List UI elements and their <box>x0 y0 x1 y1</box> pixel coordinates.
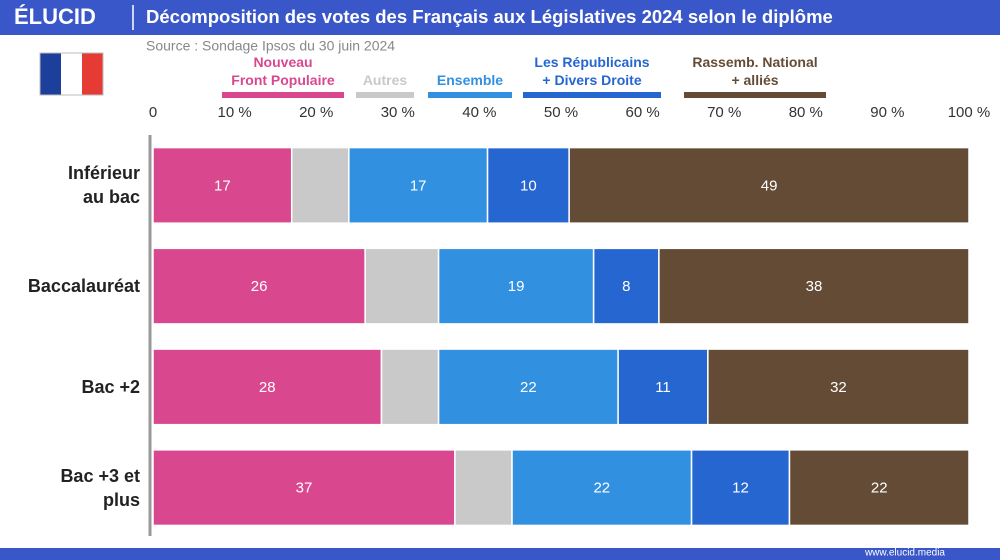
value-label: 22 <box>593 480 610 497</box>
legend-label: Les Républicains + Divers Droite <box>534 54 650 88</box>
legend-swatch <box>222 92 344 98</box>
footer-url: www.elucid.media <box>864 548 945 559</box>
value-label: 22 <box>520 379 537 396</box>
x-tick-label: 10 % <box>217 104 251 121</box>
flag <box>39 52 104 96</box>
x-tick-label: 60 % <box>625 104 659 121</box>
legend-label: Nouveau Front Populaire <box>231 54 335 88</box>
bar-segment <box>486 146 570 224</box>
value-label: 49 <box>761 177 778 194</box>
bar-segment <box>152 146 293 224</box>
x-tick-label: 100 % <box>948 104 991 121</box>
value-label: 17 <box>410 177 427 194</box>
x-tick-label: 70 % <box>707 104 741 121</box>
bar-segment <box>511 449 693 527</box>
value-label: 37 <box>296 480 313 497</box>
legend-label: Ensemble <box>436 72 504 88</box>
value-label: 19 <box>508 278 525 295</box>
value-label: 28 <box>259 379 276 396</box>
bar-segment <box>658 247 970 325</box>
legend-swatch <box>356 92 414 98</box>
bar-segment <box>437 247 595 325</box>
y-tick-label: Inférieur au bac <box>67 163 140 208</box>
flag-white <box>61 53 82 95</box>
legend-label: Rassemb. National + alliés <box>692 54 818 88</box>
value-label: 38 <box>806 278 823 295</box>
chart-subtitle: Source : Sondage Ipsos du 30 juin 2024 <box>146 38 395 54</box>
value-label: 17 <box>214 177 231 194</box>
bar-segment <box>788 449 970 527</box>
x-tick-label: 20 % <box>299 104 333 121</box>
legend-swatch <box>684 92 826 98</box>
x-tick-label: 80 % <box>789 104 823 121</box>
flag-blue <box>40 53 61 95</box>
bar-segment <box>454 449 513 527</box>
bar-segment <box>437 348 619 426</box>
value-label: 8 <box>622 278 630 295</box>
x-tick-label: 30 % <box>381 104 415 121</box>
bar-segment <box>152 348 383 426</box>
bar-segment <box>380 348 440 426</box>
bar-segment <box>592 247 660 325</box>
legend-swatch <box>523 92 661 98</box>
bar-segment <box>568 146 970 224</box>
value-label: 11 <box>655 379 671 396</box>
x-tick-label: 90 % <box>870 104 904 121</box>
bar-segment <box>290 146 350 224</box>
value-label: 12 <box>732 480 749 497</box>
bar-segment <box>348 146 489 224</box>
chart-title: Décomposition des votes des Français aux… <box>146 6 833 27</box>
x-tick-label: 0 <box>149 104 157 121</box>
y-tick-label: Bac +2 <box>81 376 140 397</box>
bar-segment <box>152 449 456 527</box>
header-bar <box>0 0 1000 35</box>
logo: ÉLUCID <box>14 4 96 29</box>
legend-swatch <box>428 92 512 98</box>
bar-segment <box>690 449 791 527</box>
value-label: 10 <box>520 177 537 194</box>
value-label: 32 <box>830 379 847 396</box>
footer-bar <box>0 548 1000 560</box>
y-tick-label: Bac +3 et plus <box>60 465 140 510</box>
value-label: 22 <box>871 480 888 497</box>
x-tick-label: 40 % <box>462 104 496 121</box>
value-label: 26 <box>251 278 268 295</box>
flag-border <box>39 52 104 96</box>
bar-segment <box>707 348 970 426</box>
flag-red <box>82 53 103 95</box>
bar-segment <box>364 247 440 325</box>
x-tick-label: 50 % <box>544 104 578 121</box>
legend-label: Autres <box>362 72 408 88</box>
y-tick-label: Baccalauréat <box>27 276 140 297</box>
